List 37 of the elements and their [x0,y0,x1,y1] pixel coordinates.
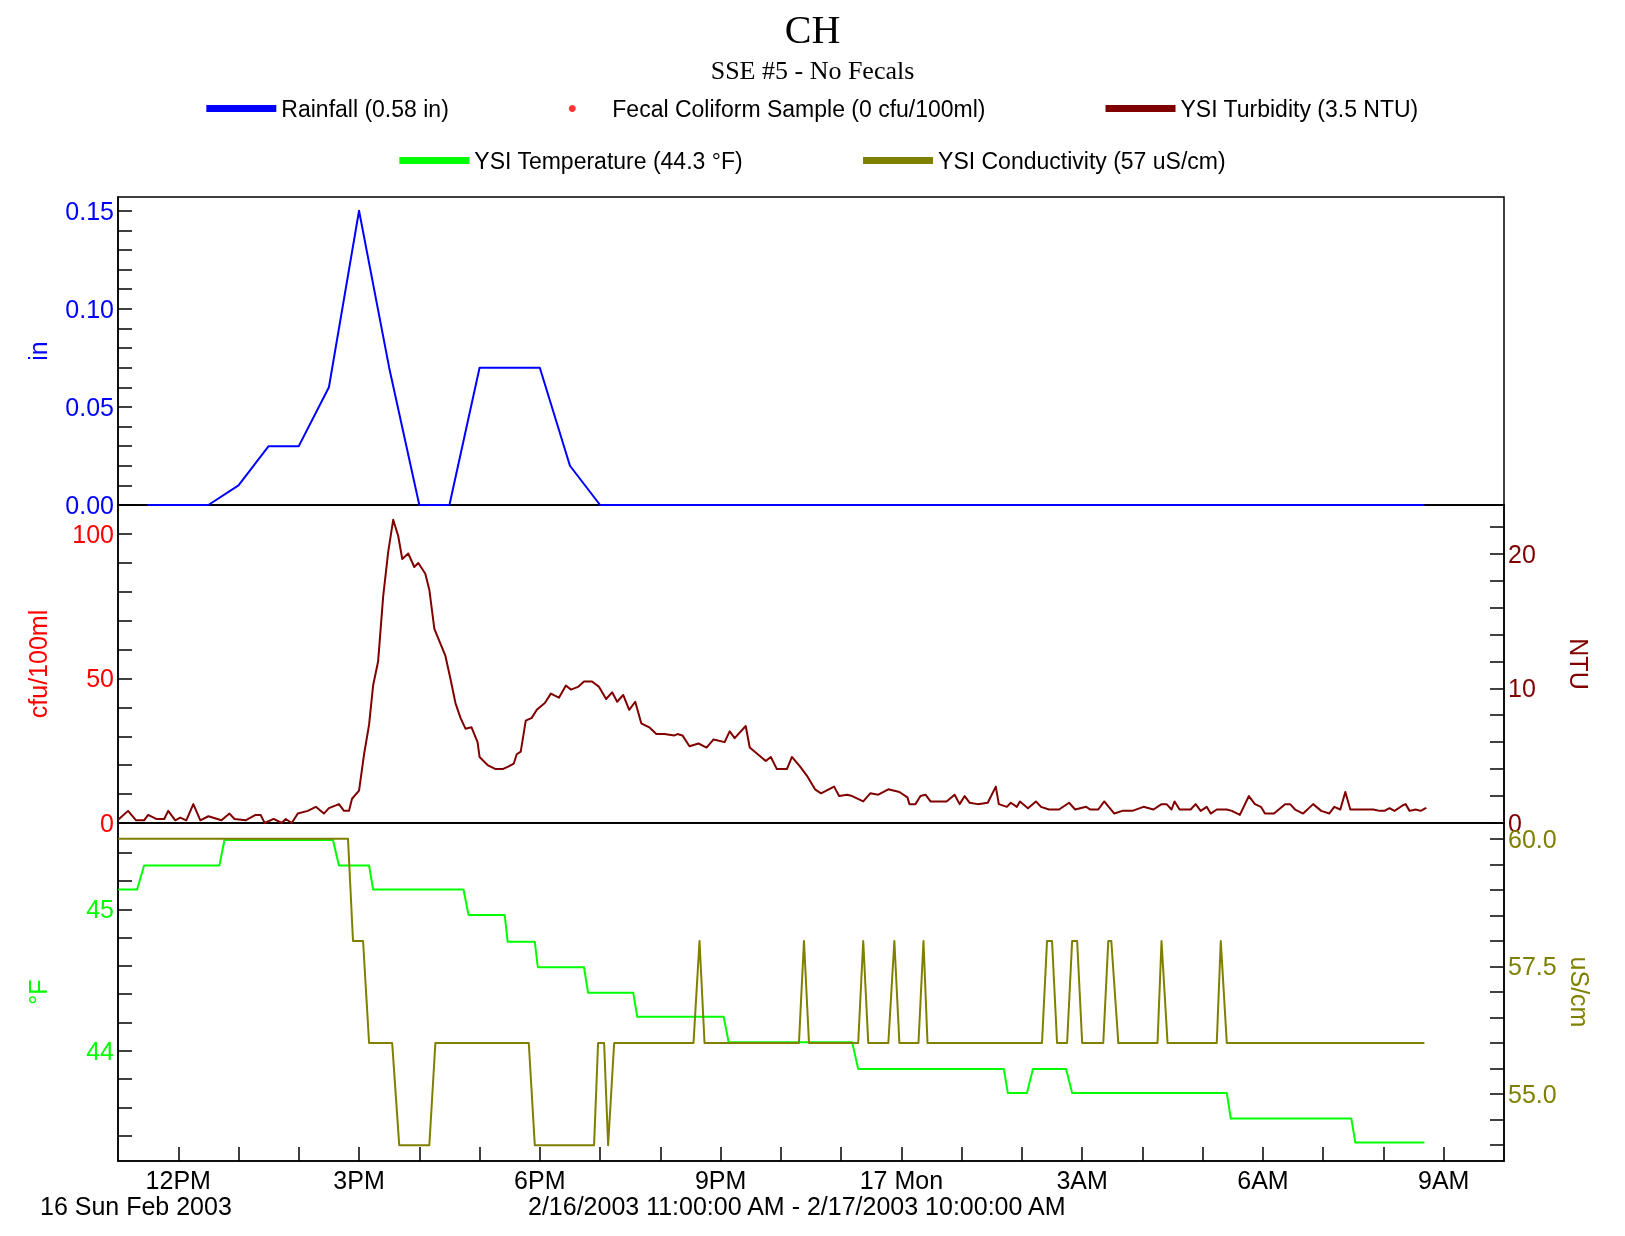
y2-tick-label: 55.0 [1508,1080,1557,1109]
y-axis-title: °F [23,979,52,1005]
y-tick-label: 45 [86,895,114,924]
x-tick-label: 3PM [333,1165,385,1194]
text: 2/16/2003 11:00:00 AM - 2/17/2003 10:00:00 AM [528,1191,1066,1220]
x-tick-label: 12PM [145,1165,211,1194]
y-tick-label: 0.15 [65,196,114,225]
text: 16 Sun Feb 2003 [40,1191,232,1220]
y-tick-label: 0.10 [65,294,114,323]
y2-axis-title: uS/cm [1566,956,1595,1028]
y-tick-label: 100 [72,519,114,548]
legend-label: YSI Turbidity (3.5 NTU) [1180,95,1419,122]
legend-label: Rainfall (0.58 in) [281,95,449,122]
x-tick-label: 9AM [1418,1165,1470,1194]
x-tick-label: 6AM [1237,1165,1289,1194]
y2-axis-title: NTU [1564,638,1593,690]
y-tick-label: 44 [86,1036,115,1065]
y-axis-title: cfu/100ml [23,609,52,719]
x-tick-label: 9PM [694,1165,747,1194]
y-tick-label: 0.05 [65,392,114,421]
y2-tick-label: 20 [1508,539,1536,568]
y-tick-label: 0.00 [65,491,114,519]
line-series [118,518,1427,824]
x-tick-label: 6PM [514,1165,566,1194]
y-tick-label: 50 [86,664,114,693]
legend-label: YSI Temperature (44.3 °F) [474,147,743,174]
y-tick-label: 0 [100,809,114,837]
x-tick-label: 17 Mon [859,1165,944,1194]
y2-tick-label: 10 [1508,674,1536,703]
chart-title: CH [784,6,841,52]
line-series [147,209,1425,506]
y-axis-title: in [23,341,52,361]
chart-subtitle: SSE #5 - No Fecals [710,55,915,85]
y2-tick-label: 57.5 [1508,952,1557,981]
legend-label: Fecal Coliform Sample (0 cfu/100ml) [612,95,986,122]
x-tick-label: 3AM [1056,1165,1108,1194]
legend-label: YSI Conductivity (57 uS/cm) [938,147,1226,174]
